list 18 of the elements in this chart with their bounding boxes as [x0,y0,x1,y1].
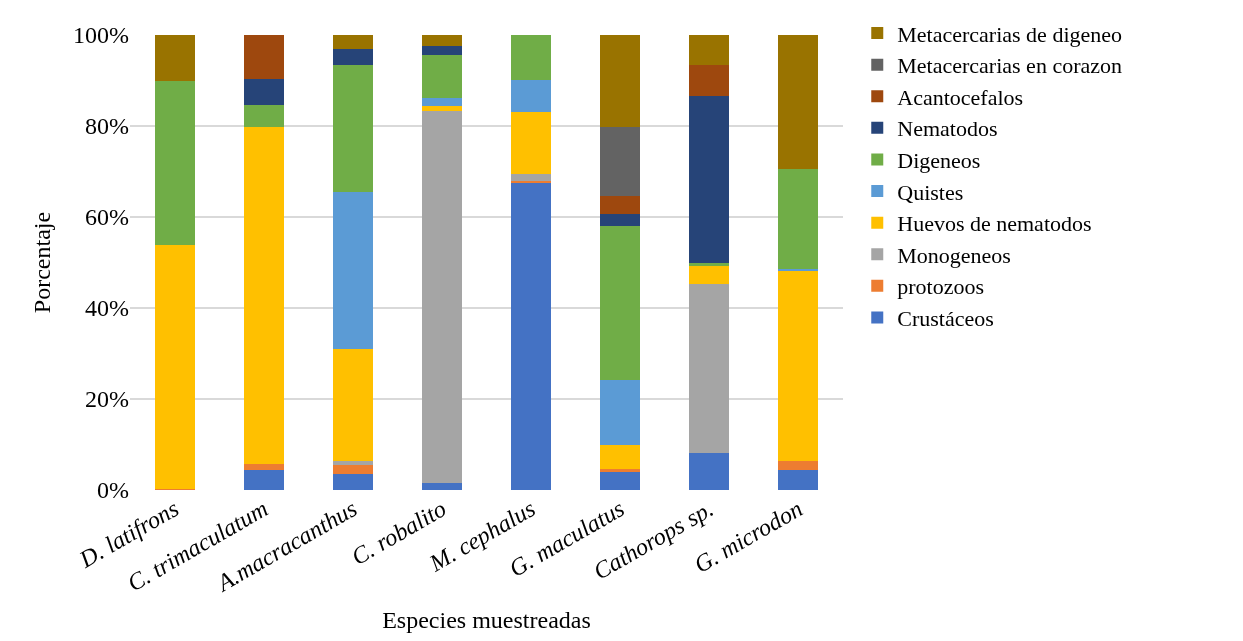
y-tick-label: 0% [97,477,129,504]
y-tick-label: 80% [85,113,129,140]
y-tick-label: 100% [73,22,129,49]
y-axis-title: Porcentaje [29,211,56,314]
legend-label: Nematodos [897,116,998,142]
legend-label: Monogeneos [897,242,1011,268]
legend-label: protozoos [897,274,985,300]
legend-label: Huevos de nematodos [897,211,1092,237]
legend-label: Crustáceos [897,306,994,332]
y-tick-label: 20% [85,386,129,413]
x-axis-title: Especies muestreadas [382,607,591,634]
legend-label: Metacercarias en corazon [897,53,1123,79]
y-tick-label: 40% [85,295,129,322]
legend-label: Metacercarias de digeneo [897,21,1123,47]
y-tick-label: 60% [85,204,129,231]
legend-label: Quistes [897,179,964,205]
legend-label: Acantocefalos [897,84,1024,110]
legend-label: Digeneos [897,148,981,174]
